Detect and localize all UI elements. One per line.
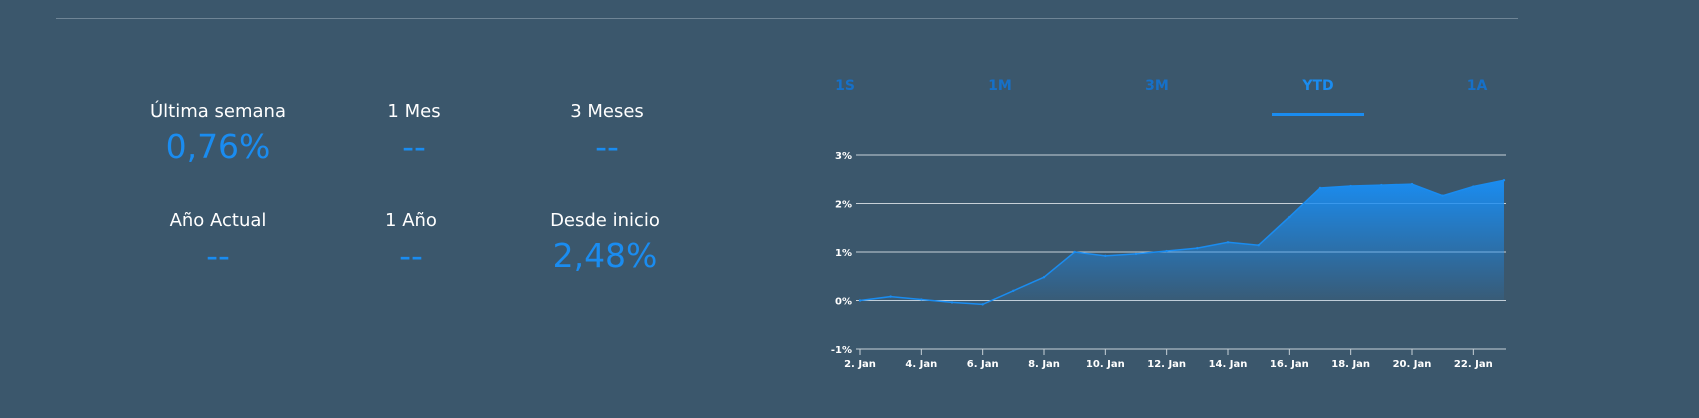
data-point: [1226, 241, 1230, 244]
x-tick-label: 18. Jan: [1331, 359, 1370, 370]
y-tick-label: 0%: [835, 297, 852, 308]
tab-ytd[interactable]: YTD: [1302, 78, 1334, 94]
stat-value: --: [402, 127, 426, 166]
stat-label: Última semana: [150, 101, 286, 122]
data-point: [1318, 186, 1322, 190]
data-point: [1104, 254, 1107, 258]
data-point: [1472, 185, 1475, 188]
active-tab-indicator: [1272, 113, 1364, 116]
stat-1-month: 1 Mes --: [304, 101, 524, 167]
stat-label: 1 Mes: [387, 101, 441, 122]
stat-value: --: [399, 236, 423, 275]
data-point: [1165, 249, 1168, 253]
stat-value: --: [595, 127, 619, 166]
stat-since-inception: Desde inicio 2,48%: [495, 210, 715, 276]
stat-1-year: 1 Año --: [301, 210, 521, 276]
data-point: [1502, 179, 1506, 182]
x-tick-label: 12. Jan: [1147, 359, 1186, 370]
data-point: [920, 298, 923, 301]
x-tick-label: 20. Jan: [1393, 359, 1432, 370]
performance-chart: -1% 0% 1% 2% 3% 2. Jan 4. Jan 6. Jan 8. Jan 10. J…: [831, 151, 1506, 370]
stat-value: 0,76%: [165, 127, 271, 166]
data-point: [1410, 182, 1414, 186]
stat-label: 3 Meses: [570, 101, 644, 122]
data-point: [1441, 194, 1444, 197]
stat-value: --: [206, 236, 230, 275]
x-tick-label: 2. Jan: [844, 359, 876, 370]
y-tick-label: 1%: [835, 248, 852, 259]
data-point: [950, 301, 954, 304]
area-fill: [860, 180, 1504, 305]
stat-label: 1 Año: [385, 210, 437, 231]
data-point: [1196, 246, 1199, 250]
x-tick-label: 14. Jan: [1209, 359, 1248, 370]
data-point: [1288, 215, 1291, 219]
tab-1m[interactable]: 1M: [988, 78, 1012, 94]
x-tick-label: 16. Jan: [1270, 359, 1309, 370]
data-point: [889, 295, 892, 298]
data-point: [1349, 184, 1352, 188]
data-point: [1380, 183, 1383, 187]
stat-3-months: 3 Meses --: [497, 101, 717, 167]
data-point: [858, 299, 862, 302]
data-point: [1257, 244, 1260, 247]
stat-current-year: Año Actual --: [108, 210, 328, 276]
stat-label: Año Actual: [169, 210, 267, 231]
stat-last-week: Última semana 0,76%: [108, 101, 328, 167]
stat-value: 2,48%: [552, 236, 658, 275]
series-line: [859, 179, 1505, 306]
data-point: [1073, 250, 1076, 254]
y-tick-label: 3%: [835, 151, 852, 162]
x-tick-label: 6. Jan: [967, 359, 999, 370]
top-divider: [56, 18, 1518, 19]
x-tick-label: 10. Jan: [1086, 359, 1125, 370]
tab-3m[interactable]: 3M: [1145, 78, 1169, 94]
data-point: [1042, 276, 1046, 279]
data-point: [1012, 289, 1015, 292]
stat-label: Desde inicio: [550, 210, 660, 231]
data-point: [1134, 252, 1138, 256]
tab-1a[interactable]: 1A: [1466, 78, 1488, 94]
y-tick-label: 2%: [835, 200, 852, 211]
tab-1s[interactable]: 1S: [835, 78, 855, 94]
x-tick-label: 22. Jan: [1454, 359, 1493, 370]
x-tick-label: 4. Jan: [905, 359, 937, 370]
data-point: [981, 303, 984, 306]
y-tick-label: -1%: [831, 345, 852, 356]
x-tick-label: 8. Jan: [1028, 359, 1060, 370]
